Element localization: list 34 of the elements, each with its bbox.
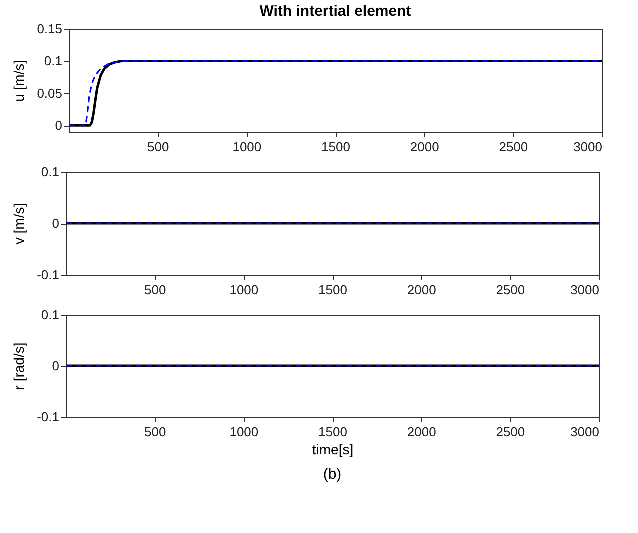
- x-tick-label: 1500: [322, 140, 350, 154]
- x-tick-label: 1000: [230, 282, 259, 298]
- x-tick-label: 3000: [570, 424, 600, 440]
- y-tick-label: 0.15: [37, 22, 62, 36]
- x-tick-label: 1500: [318, 282, 348, 298]
- x-tick-label: 500: [144, 424, 166, 440]
- y-tick-label: 0: [52, 358, 60, 374]
- x-tick-label: 2000: [407, 282, 436, 298]
- y-axis-title: r [rad/s]: [11, 342, 28, 390]
- y-tick-label: 0.1: [44, 54, 62, 69]
- y-tick-label: -0.1: [37, 410, 60, 424]
- x-tick-label: 2500: [496, 282, 526, 298]
- y-tick-label: 0.1: [41, 308, 60, 322]
- x-tick-label: 2000: [410, 140, 440, 154]
- y-tick-label: 0.1: [41, 164, 60, 180]
- x-tick-label: 500: [144, 282, 166, 298]
- x-tick-label: 500: [147, 140, 170, 154]
- x-tick-label: 3000: [570, 282, 600, 298]
- x-tick-label: 2500: [499, 140, 528, 154]
- y-tick-label: 0: [52, 216, 60, 231]
- chart-title: With intertial element: [260, 3, 412, 20]
- x-tick-label: 1000: [232, 140, 262, 154]
- text: (b): [323, 466, 342, 483]
- x-axis-title: time[s]: [312, 442, 354, 458]
- y-axis-title: u [m/s]: [11, 60, 28, 102]
- y-tick-label: 0: [55, 118, 62, 134]
- x-tick-label: 2500: [496, 424, 526, 440]
- x-tick-label: 2000: [407, 424, 436, 440]
- x-tick-label: 3000: [574, 140, 602, 154]
- y-tick-label: 0.05: [37, 86, 62, 101]
- y-tick-label: -0.1: [37, 268, 60, 282]
- y-axis-title: v [m/s]: [11, 203, 28, 245]
- x-tick-label: 1000: [230, 424, 259, 440]
- x-tick-label: 1500: [318, 424, 348, 440]
